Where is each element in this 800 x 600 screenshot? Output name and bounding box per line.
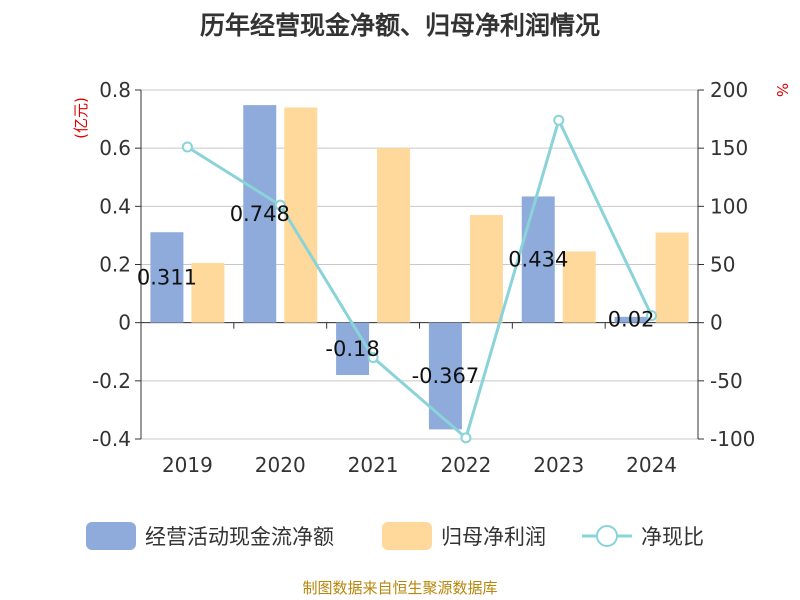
x-tick-label: 2023 [533,453,584,477]
right-tick-label: -50 [710,369,743,393]
line-series [181,114,658,444]
left-axis-unit: (亿元) [72,97,90,139]
left-tick-label: -0.4 [92,427,131,451]
bar [336,322,370,376]
right-tick-label: 50 [710,253,735,277]
left-tick-label: -0.2 [92,369,131,393]
x-tick-label: 2019 [162,453,213,477]
x-tick-label: 2020 [255,453,306,477]
line-point [460,432,472,444]
bar [284,107,318,323]
left-tick-label: 0.6 [99,136,131,160]
legend-label-net-profit: 归母净利润 [441,525,546,549]
legend: 经营活动现金流净额 归母净利润 净现比 [86,522,704,550]
bar [655,232,689,323]
data-label: 0.02 [608,308,655,332]
legend-swatch-net-profit [382,522,432,550]
data-labels: 0.311 0.748 -0.18 -0.367 0.434 0.02 [137,202,655,388]
bar [150,232,184,323]
right-tick-label: -100 [710,427,755,451]
right-tick-label: 200 [710,78,748,102]
line-series-net-cash-ratio [186,116,653,441]
left-tick-label: 0.4 [99,194,131,218]
left-tick-label: 0.2 [99,253,131,277]
line-point [274,199,286,211]
x-tick-label: 2024 [626,453,677,477]
right-axis-unit: % [773,83,791,97]
legend-label-ratio: 净现比 [641,525,704,549]
data-label: 0.748 [230,202,290,226]
x-tick-label: 2021 [348,453,399,477]
bar [191,263,225,323]
data-label: -0.18 [325,337,379,361]
legend-label-cash-flow: 经营活动现金流净额 [145,525,334,549]
chart-title: 历年经营现金净额、归母净利润情况 [200,11,600,40]
bar [377,148,411,323]
bars [150,105,689,430]
legend-swatch-ratio-marker [596,525,618,547]
line-point [367,352,379,364]
legend-swatch-cash-flow [86,522,136,550]
bar [469,215,503,323]
bar [562,251,596,323]
bar [614,316,648,323]
bar [521,196,555,323]
x-tick-label: 2022 [440,453,491,477]
left-tick-label: 0 [118,311,131,335]
data-label: 0.311 [137,265,197,289]
data-label: -0.367 [412,364,480,388]
line-point [181,141,193,153]
right-tick-label: 0 [710,311,723,335]
bar [243,105,277,323]
source-note: 制图数据来自恒生聚源数据库 [302,579,497,597]
line-point [646,310,658,322]
left-tick-label: 0.8 [99,78,131,102]
axes: 0.8 0.6 0.4 0.2 0 -0.2 -0.4 200 150 100 50 0 -50 -100… [72,78,791,477]
data-label: 0.434 [508,248,568,272]
right-tick-label: 100 [710,194,748,218]
line-point [553,114,565,126]
right-tick-label: 150 [710,136,748,160]
